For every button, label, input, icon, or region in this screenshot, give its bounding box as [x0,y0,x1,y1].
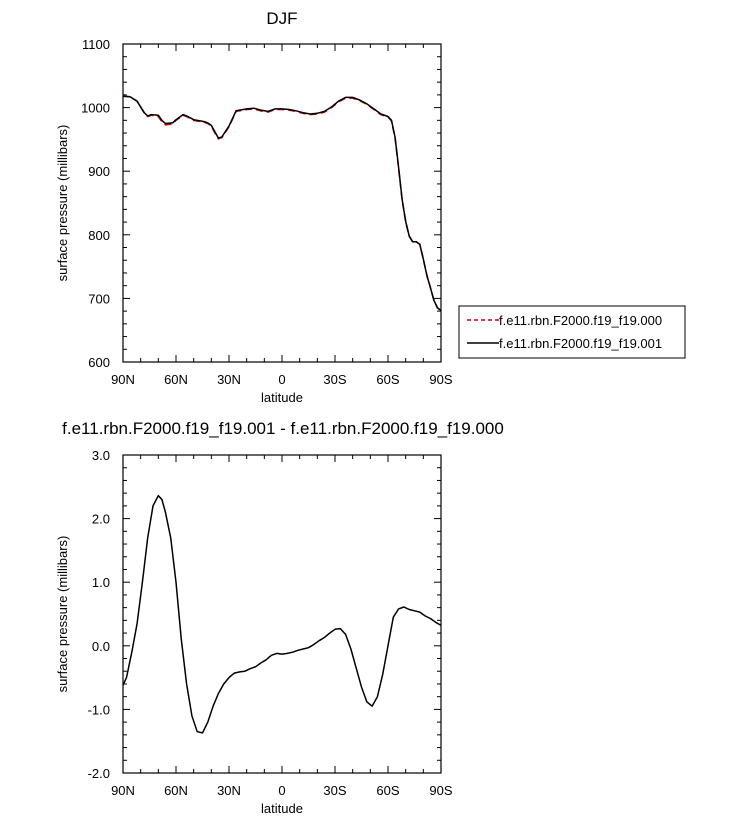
y-tick-label: 1000 [81,101,110,116]
series-line-2 [122,95,442,312]
x-tick-label: 0 [278,783,285,798]
y-tick-label: 2.0 [92,512,110,527]
x-tick-label: 90N [111,372,135,387]
legend: f.e11.rbn.F2000.f19_f19.000 f.e11.rbn.F20… [458,305,686,359]
legend-label: f.e11.rbn.F2000.f19_f19.000 [499,313,662,328]
x-tick-label: 30S [323,372,346,387]
y-tick-label: 800 [88,228,110,243]
y-tick-label: 3.0 [92,448,110,463]
chart-title: DJF [266,9,297,28]
x-tick-label: 0 [278,372,285,387]
legend-box [458,305,686,359]
x-tick-label: 30S [323,783,346,798]
y-tick-label: 600 [88,355,110,370]
x-axis-label: latitude [261,801,303,816]
x-tick-label: 60S [376,783,399,798]
x-tick-label: 30N [217,372,241,387]
y-axis-label: surface pressure (millibars) [55,536,70,693]
chart-title: f.e11.rbn.F2000.f19_f19.001 - f.e11.rbn.… [62,419,504,438]
legend-label: f.e11.rbn.F2000.f19_f19.001 [499,336,662,351]
pressure-chart: DJF 90N 60N 30N 0 30S 60S 90S 600 700 800 900 1000 11… [55,9,686,405]
y-tick-label: 1100 [82,37,110,52]
x-tick-label: 60N [164,372,188,387]
series-line-1 [122,494,442,734]
x-axis-label: latitude [261,390,303,405]
y-tick-label: 700 [88,291,110,306]
x-tick-label: 90S [429,783,452,798]
y-tick-label: -2.0 [88,766,110,781]
x-tick-label: 30N [217,783,241,798]
y-tick-label: 0.0 [92,639,110,654]
plot-frame [122,43,442,363]
y-tick-label: -1.0 [88,702,110,717]
plot-frame [122,454,442,774]
x-tick-label: 90N [111,783,135,798]
y-axis-label: surface pressure (millibars) [55,125,70,282]
x-tick-label: 60S [376,372,399,387]
y-tick-label: 900 [88,164,110,179]
x-tick-label: 60N [164,783,188,798]
y-tick-label: 1.0 [92,575,110,590]
x-tick-label: 90S [429,372,452,387]
difference-chart: f.e11.rbn.F2000.f19_f19.001 - f.e11.rbn.… [55,419,504,816]
